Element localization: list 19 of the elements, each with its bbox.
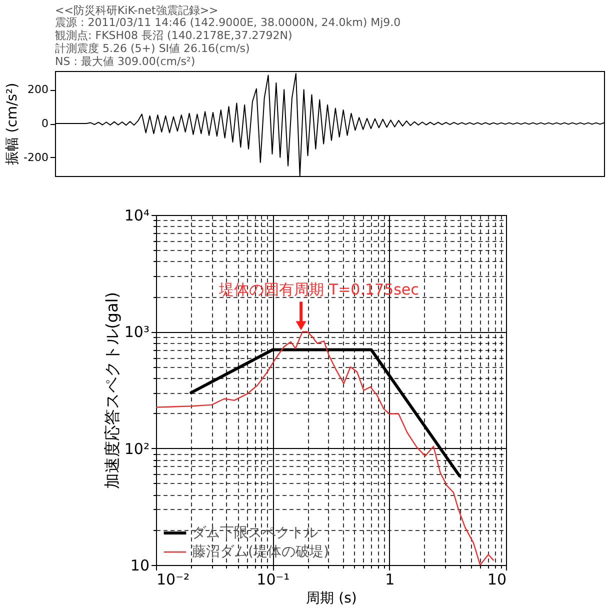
chart-title: <<防災科研KiK-net強震記録>> [55, 4, 218, 17]
y-tick-label: 10³ [124, 323, 150, 342]
text: NS : 最大値 309.00(cm/s²) [55, 55, 196, 68]
x-axis-title: 周期 (s) [306, 590, 357, 606]
text: 観測点: FKSH08 長沼 (140.2178E,37.2792N) [55, 29, 292, 42]
x-tick-label: 10 [487, 570, 506, 588]
x-tick-label: 10⁻¹ [256, 570, 290, 588]
y-tick-label: 10² [124, 440, 150, 458]
y-tick-label: 200 [28, 83, 48, 96]
x-tick-label: 10⁻² [156, 570, 190, 588]
y-tick-label: 0 [42, 117, 48, 130]
text: 計測震度 5.26 (5+) SI値 26.16(cm/s) [55, 42, 250, 55]
y-axis-title: 振幅 (cm/s²) [4, 82, 21, 166]
y-tick-label: -200 [24, 150, 48, 164]
y-tick-label: 10⁴ [124, 206, 150, 224]
x-tick-label: 1 [385, 570, 395, 588]
text: 震源 : 2011/03/11 14:46 (142.9000E, 38.0000N, 24.0km) Mj9.0 [55, 16, 401, 29]
y-axis-title: 加速度応答スペクトル(gal) [102, 292, 122, 489]
y-tick-label: 10 [130, 556, 150, 574]
